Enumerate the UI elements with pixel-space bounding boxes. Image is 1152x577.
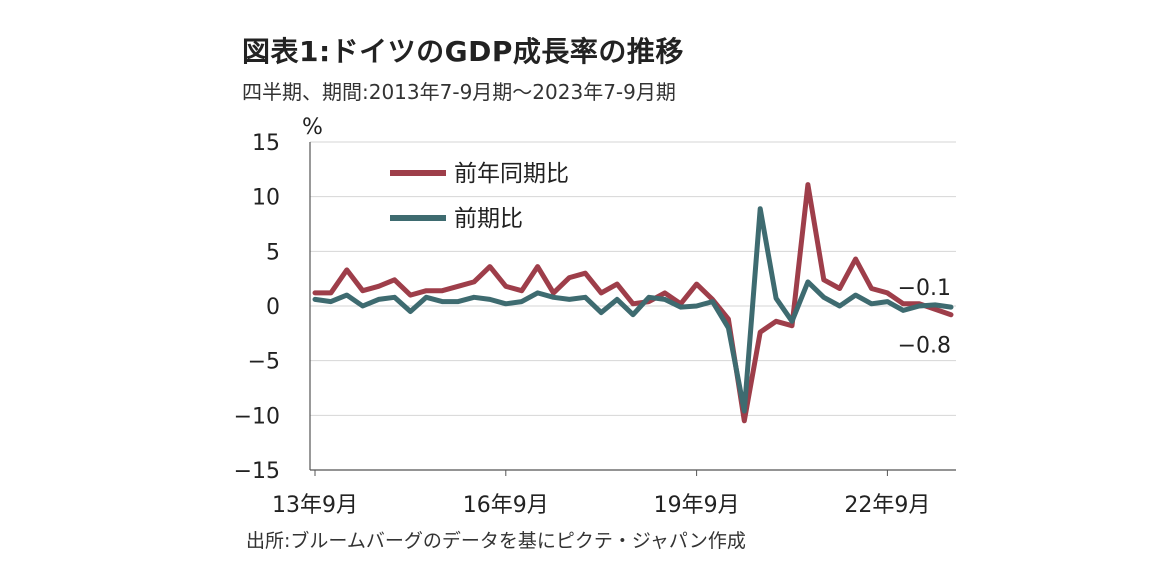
end-value-label: −0.8 (898, 334, 951, 359)
x-tick-label: 13年9月 (272, 493, 358, 518)
series-line-yoy (312, 182, 954, 424)
y-tick-label: −10 (234, 404, 280, 429)
chart-source: 出所:ブルームバーグのデータを基にピクテ・ジャパン作成 (246, 530, 746, 552)
y-tick-label: 0 (266, 295, 280, 320)
chart-title: 図表1:ドイツのGDP成長率の推移 (242, 35, 684, 68)
y-tick-label: −15 (234, 459, 280, 484)
y-tick-label: 5 (266, 240, 280, 265)
y-axis-unit: % (302, 115, 323, 140)
x-tick-label: 19年9月 (654, 493, 740, 518)
y-tick-label: 15 (252, 131, 280, 156)
end-value-label: −0.1 (898, 276, 951, 301)
x-tick-label: 16年9月 (463, 493, 549, 518)
y-tick-label: 10 (252, 186, 280, 211)
x-tick-label: 22年9月 (844, 493, 930, 518)
legend-label-qoq: 前期比 (454, 206, 523, 232)
legend-label-yoy: 前年同期比 (454, 161, 569, 187)
y-tick-label: −5 (248, 350, 280, 375)
chart-subtitle: 四半期、期間:2013年7-9月期～2023年7-9月期 (242, 80, 676, 104)
series-line-qoq (312, 206, 954, 414)
